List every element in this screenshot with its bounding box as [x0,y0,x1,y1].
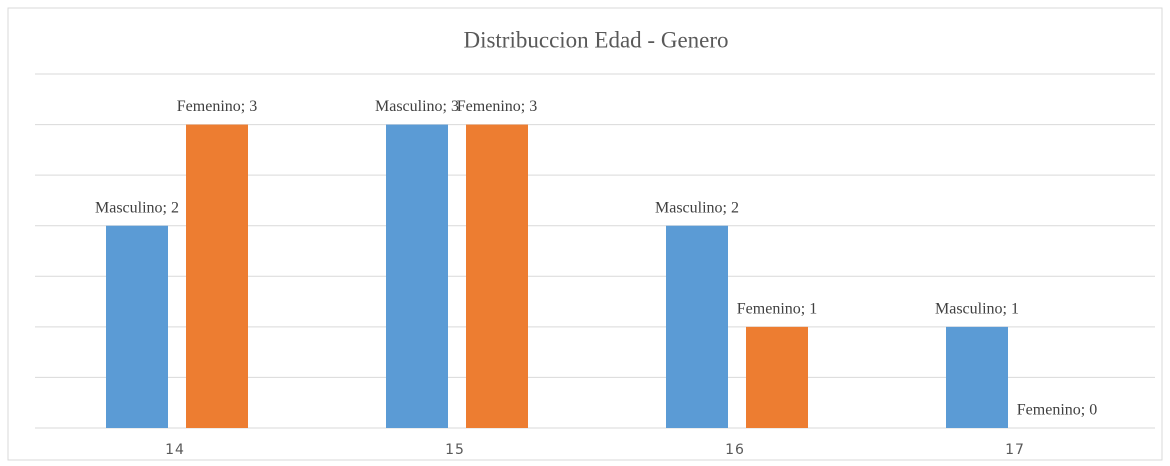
data-label: Masculino; 2 [95,199,179,216]
chart-title: Distribuccion Edad - Genero [463,27,728,52]
bar [106,225,168,428]
bar [466,124,528,429]
data-label: Femenino; 3 [457,98,537,115]
x-tick-label: 17 [1005,442,1025,458]
data-label: Masculino; 1 [935,301,1019,318]
data-label: Masculino; 3 [375,98,459,115]
bar [746,326,808,428]
data-label: Femenino; 3 [177,98,257,115]
bar [386,124,448,429]
x-tick-label: 14 [165,442,185,458]
bar [946,326,1008,428]
bar [666,225,728,428]
data-label: Femenino; 0 [1017,402,1097,419]
x-tick-label: 16 [725,442,745,458]
data-label: Femenino; 1 [737,301,817,318]
data-label: Masculino; 2 [655,199,739,216]
x-tick-label: 15 [445,442,465,458]
bar [186,124,248,429]
